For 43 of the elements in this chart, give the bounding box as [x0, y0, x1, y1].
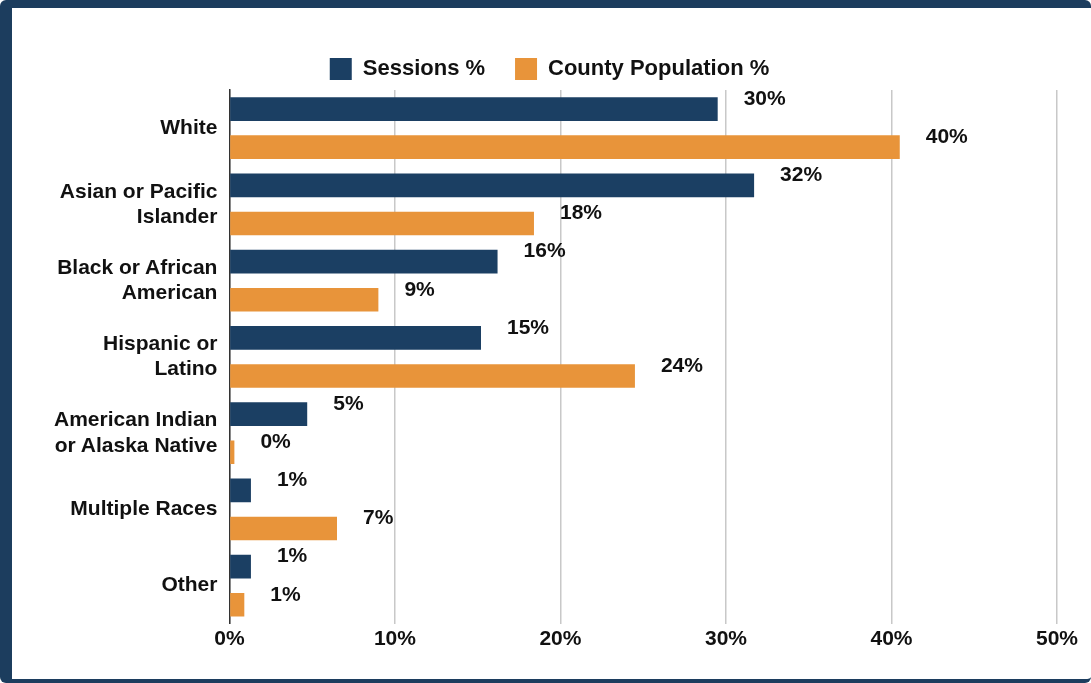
y-tick-label: American Indian or Alaska Native	[54, 407, 218, 456]
data-label: 5%	[333, 390, 364, 414]
x-tick-label: 30%	[704, 626, 748, 650]
x-tick-label: 50%	[1035, 626, 1079, 650]
bar	[230, 554, 251, 579]
data-label: 24%	[660, 352, 704, 376]
bar	[230, 249, 498, 274]
bar	[230, 478, 251, 503]
bar	[230, 287, 379, 312]
x-tick-label: 10%	[373, 626, 417, 650]
data-label: 1%	[270, 581, 301, 605]
bar	[230, 402, 308, 426]
data-label: 7%	[363, 505, 394, 529]
data-label: 18%	[559, 200, 603, 224]
bar	[230, 364, 635, 388]
x-tick-label: 0%	[214, 626, 245, 650]
data-label: 40%	[925, 123, 969, 147]
bar	[230, 211, 534, 236]
bar	[230, 173, 755, 198]
data-label: 1%	[276, 467, 308, 491]
data-label: 32%	[780, 162, 823, 186]
data-label: 0%	[260, 429, 292, 453]
y-tick-label: Other	[161, 572, 218, 596]
data-label: 16%	[523, 238, 566, 262]
y-tick-label: Hispanic or Latino	[103, 331, 218, 380]
x-tick-label: 40%	[870, 626, 913, 650]
y-tick-label: White	[160, 114, 218, 138]
y-tick-label: Asian or Pacific Islander	[59, 178, 218, 227]
bar	[230, 326, 481, 350]
y-tick-label: Multiple Races	[70, 496, 218, 520]
data-label: 30%	[743, 85, 787, 109]
bar	[230, 592, 245, 617]
bar	[230, 135, 900, 160]
bar	[230, 516, 337, 541]
data-label: 15%	[507, 314, 550, 338]
data-label: 1%	[276, 543, 308, 567]
legend-label: Sessions %	[362, 55, 486, 81]
bar	[230, 97, 718, 121]
bar	[230, 440, 235, 465]
legend-label: County Population %	[548, 55, 770, 81]
y-tick-label: Black or African American	[57, 254, 218, 304]
x-tick-label: 20%	[539, 626, 582, 650]
data-label: 9%	[404, 276, 436, 300]
